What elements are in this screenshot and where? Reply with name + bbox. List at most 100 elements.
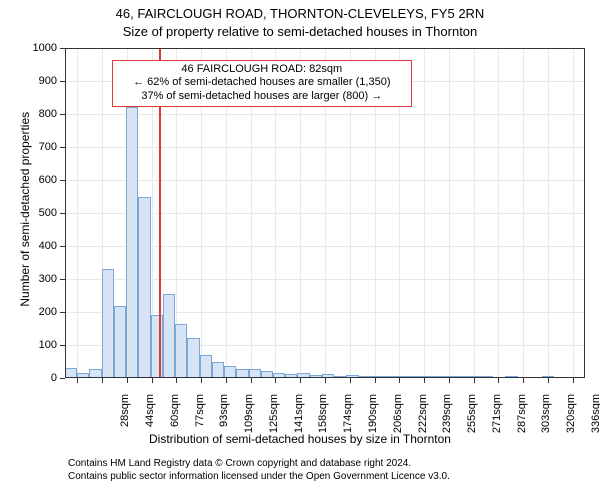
chart-container: 46, FAIRCLOUGH ROAD, THORNTON-CLEVELEYS,…	[0, 0, 600, 500]
x-tick-label: 320sqm	[565, 394, 577, 444]
credits-line-2: Contains public sector information licen…	[68, 471, 450, 484]
y-tick	[60, 279, 65, 280]
y-tick-label: 200	[0, 306, 57, 318]
x-tick-label: 141sqm	[293, 394, 305, 444]
chart-subtitle: Size of property relative to semi-detach…	[0, 24, 600, 39]
y-tick	[60, 246, 65, 247]
y-tick	[60, 312, 65, 313]
x-tick-label: 222sqm	[417, 394, 429, 444]
x-tick-label: 271sqm	[491, 394, 503, 444]
x-tick-label: 239sqm	[441, 394, 453, 444]
histogram-bar	[175, 324, 187, 378]
x-tick-label: 44sqm	[144, 394, 156, 444]
annotation-box: 46 FAIRCLOUGH ROAD: 82sqm← 62% of semi-d…	[112, 60, 412, 107]
x-tick-label: 60sqm	[169, 394, 181, 444]
histogram-bar	[151, 315, 163, 378]
x-tick	[424, 378, 425, 383]
x-tick-label: 125sqm	[268, 394, 280, 444]
y-tick-label: 500	[0, 207, 57, 219]
y-tick	[60, 378, 65, 379]
x-tick	[251, 378, 252, 383]
histogram-bar	[395, 376, 407, 378]
x-tick	[300, 378, 301, 383]
histogram-bar	[249, 369, 261, 378]
y-tick-label: 900	[0, 75, 57, 87]
x-tick	[201, 378, 202, 383]
x-tick	[548, 378, 549, 383]
y-tick	[60, 114, 65, 115]
x-tick	[127, 378, 128, 383]
histogram-bar	[114, 306, 126, 378]
annotation-line-1: 46 FAIRCLOUGH ROAD: 82sqm	[117, 63, 407, 77]
x-gridline	[573, 48, 574, 378]
histogram-bar	[322, 374, 334, 378]
x-tick-label: 190sqm	[367, 394, 379, 444]
y-tick	[60, 180, 65, 181]
y-tick-label: 1000	[0, 42, 57, 54]
histogram-bar	[65, 368, 77, 378]
x-tick-label: 77sqm	[194, 394, 206, 444]
annotation-line-2: ← 62% of semi-detached houses are smalle…	[117, 76, 407, 90]
y-tick-label: 400	[0, 240, 57, 252]
histogram-bar	[346, 375, 358, 378]
x-tick-label: 28sqm	[119, 394, 131, 444]
x-tick-label: 158sqm	[317, 394, 329, 444]
x-tick	[375, 378, 376, 383]
x-tick	[77, 378, 78, 383]
histogram-bar	[359, 376, 371, 378]
y-tick	[60, 345, 65, 346]
histogram-bar	[126, 107, 138, 378]
x-gridline	[474, 48, 475, 378]
histogram-bar	[224, 366, 236, 378]
x-gridline	[424, 48, 425, 378]
y-tick-label: 800	[0, 108, 57, 120]
x-tick	[152, 378, 153, 383]
x-tick	[523, 378, 524, 383]
histogram-bar	[420, 376, 432, 378]
x-tick-label: 287sqm	[516, 394, 528, 444]
x-tick-label: 206sqm	[392, 394, 404, 444]
credits-line-1: Contains HM Land Registry data © Crown c…	[68, 458, 450, 471]
histogram-bar	[89, 369, 101, 378]
y-tick	[60, 81, 65, 82]
y-tick	[60, 147, 65, 148]
histogram-bar	[310, 375, 322, 378]
histogram-bar	[138, 197, 150, 379]
histogram-bar	[77, 373, 89, 378]
histogram-bar	[505, 376, 517, 378]
y-tick-label: 0	[0, 372, 57, 384]
x-gridline	[523, 48, 524, 378]
histogram-bar	[469, 376, 481, 378]
x-tick	[350, 378, 351, 383]
x-gridline	[449, 48, 450, 378]
x-tick	[498, 378, 499, 383]
x-gridline	[548, 48, 549, 378]
y-tick-label: 700	[0, 141, 57, 153]
x-tick-label: 303sqm	[540, 394, 552, 444]
x-tick-label: 336sqm	[590, 394, 600, 444]
x-tick	[176, 378, 177, 383]
histogram-bar	[371, 376, 383, 378]
histogram-bar	[200, 355, 212, 378]
x-tick-label: 93sqm	[218, 394, 230, 444]
y-tick-label: 600	[0, 174, 57, 186]
x-tick	[449, 378, 450, 383]
x-tick-label: 109sqm	[243, 394, 255, 444]
x-gridline	[77, 48, 78, 378]
y-tick-label: 300	[0, 273, 57, 285]
histogram-bar	[285, 374, 297, 378]
chart-title-address: 46, FAIRCLOUGH ROAD, THORNTON-CLEVELEYS,…	[0, 6, 600, 21]
plot-area: 46 FAIRCLOUGH ROAD: 82sqm← 62% of semi-d…	[65, 48, 585, 378]
histogram-bar	[212, 362, 224, 379]
annotation-line-3: 37% of semi-detached houses are larger (…	[117, 90, 407, 104]
x-tick	[399, 378, 400, 383]
x-tick	[325, 378, 326, 383]
x-tick-label: 255sqm	[466, 394, 478, 444]
y-tick	[60, 48, 65, 49]
histogram-bar	[334, 376, 346, 378]
x-tick	[573, 378, 574, 383]
y-tick-label: 100	[0, 339, 57, 351]
x-tick-label: 174sqm	[342, 394, 354, 444]
x-gridline	[498, 48, 499, 378]
x-tick	[226, 378, 227, 383]
